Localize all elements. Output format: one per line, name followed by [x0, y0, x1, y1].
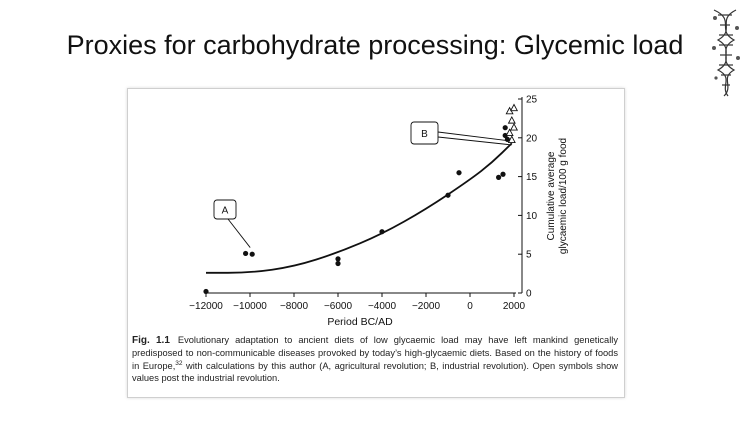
data-point-filled	[502, 125, 508, 131]
data-point-filled	[335, 256, 341, 262]
x-tick-label: −10000	[233, 301, 267, 312]
caption-text-part2: with calculations by this author (A, agr…	[132, 360, 618, 383]
x-tick-label: −6000	[324, 301, 353, 312]
data-point-filled	[335, 260, 341, 267]
caption-label: Fig. 1.1	[132, 335, 170, 346]
glycemic-load-chart: −12000 −10000 −8000 −6000 −4000 −2000 0 2000Per…	[189, 95, 569, 329]
data-point-filled	[500, 171, 506, 177]
annotation-pointer	[437, 136, 512, 146]
data-point-filled	[203, 288, 209, 295]
x-tick-label: −2000	[412, 301, 441, 312]
x-axis-label: Period BC/AD	[327, 316, 393, 328]
data-point-filled	[502, 132, 508, 139]
data-point-open	[507, 135, 516, 143]
annotation-box	[213, 199, 237, 220]
data-point-filled	[249, 251, 255, 257]
y-tick-label: 10	[526, 211, 538, 222]
annotation-pointer	[437, 131, 510, 142]
x-tick-label: 0	[467, 301, 473, 312]
x-tick-label: −4000	[368, 301, 397, 312]
y-tick-label: 15	[526, 172, 538, 183]
data-point-filled	[456, 170, 462, 176]
x-tick-label: 2000	[503, 301, 526, 312]
annotation-pointer	[227, 218, 251, 248]
y-tick-label: 5	[526, 250, 532, 261]
y-axis-label-line: Cumulative average	[546, 151, 557, 240]
x-tick-label: −12000	[189, 301, 223, 312]
data-point-open	[507, 115, 516, 124]
figure-caption: Fig. 1.1 Evolutionary adaptation to ancie…	[132, 334, 618, 384]
data-point-open	[505, 128, 514, 136]
slide-title: Proxies for carbohydrate processing: Gly…	[66, 30, 684, 60]
annotation-label: A	[222, 206, 229, 217]
caption-text-part1: Evolutionary adaptation to ancient diets…	[132, 335, 619, 371]
data-point-open	[509, 122, 519, 131]
trend-curve	[206, 142, 513, 274]
y-axis-label-line: glycaemic load/100 g food	[558, 138, 569, 254]
caption-reference: 32	[175, 359, 183, 367]
data-point-open	[509, 103, 519, 112]
x-tick-label: −8000	[280, 301, 309, 312]
data-point-filled	[496, 174, 502, 180]
y-tick-label: 0	[526, 289, 532, 300]
data-point-filled	[243, 250, 249, 257]
annotation-box	[410, 121, 439, 145]
figure-panel: −12000 −10000 −8000 −6000 −4000 −2000 0 2000 Per…	[127, 88, 625, 398]
annotation-label: B	[421, 129, 428, 140]
y-tick-label: 20	[526, 133, 538, 144]
y-tick-label: 25	[526, 95, 538, 106]
dna-helix-logo	[712, 9, 740, 97]
